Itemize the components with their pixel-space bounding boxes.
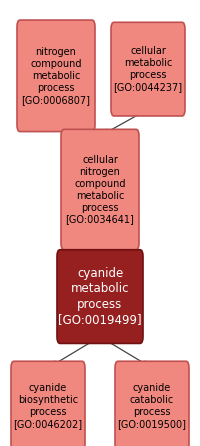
- FancyBboxPatch shape: [11, 361, 85, 446]
- FancyBboxPatch shape: [111, 22, 185, 116]
- Text: cyanide
biosynthetic
process
[GO:0046202]: cyanide biosynthetic process [GO:0046202…: [13, 383, 83, 429]
- FancyBboxPatch shape: [17, 20, 95, 132]
- Text: cellular
metabolic
process
[GO:0044237]: cellular metabolic process [GO:0044237]: [113, 46, 183, 92]
- Text: cyanide
metabolic
process
[GO:0019499]: cyanide metabolic process [GO:0019499]: [58, 267, 142, 326]
- Text: cellular
nitrogen
compound
metabolic
process
[GO:0034641]: cellular nitrogen compound metabolic pro…: [66, 155, 134, 224]
- FancyBboxPatch shape: [61, 129, 139, 250]
- Text: nitrogen
compound
metabolic
process
[GO:0006807]: nitrogen compound metabolic process [GO:…: [22, 47, 90, 105]
- FancyBboxPatch shape: [115, 361, 189, 446]
- FancyBboxPatch shape: [57, 250, 143, 343]
- Text: cyanide
catabolic
process
[GO:0019500]: cyanide catabolic process [GO:0019500]: [118, 383, 186, 429]
